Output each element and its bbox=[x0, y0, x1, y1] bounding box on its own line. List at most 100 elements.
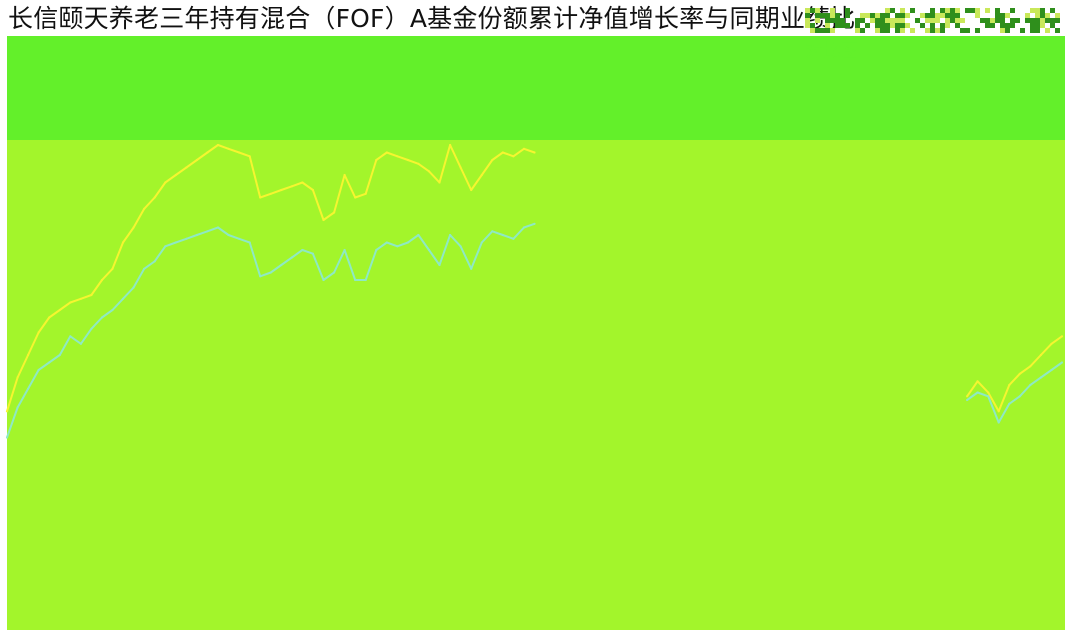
sticker-pixel bbox=[1035, 18, 1040, 23]
sticker-pixel bbox=[835, 18, 840, 23]
series-2-point bbox=[1029, 383, 1032, 387]
sticker-pixel bbox=[885, 28, 890, 33]
series-1-point bbox=[311, 188, 314, 192]
sticker-pixel bbox=[855, 23, 860, 28]
sticker-pixel bbox=[860, 18, 865, 23]
series-2-point bbox=[185, 237, 188, 240]
sticker-pixel bbox=[870, 18, 875, 23]
sticker-pixel bbox=[890, 23, 895, 28]
fund-series-line bbox=[5, 143, 1064, 413]
series-1-point bbox=[1039, 353, 1042, 357]
sticker-pixel bbox=[975, 13, 980, 18]
sticker-pixel bbox=[810, 8, 815, 13]
series-2-point bbox=[238, 237, 241, 240]
sticker-pixel bbox=[975, 28, 980, 33]
sticker-pixel bbox=[940, 13, 945, 18]
series-2-point bbox=[206, 230, 209, 233]
series-1-point bbox=[206, 151, 209, 154]
series-2-point bbox=[375, 248, 378, 252]
sticker-pixel bbox=[890, 18, 895, 23]
sticker-pixel bbox=[885, 18, 890, 23]
series-1-point bbox=[48, 316, 51, 319]
series-1-point bbox=[997, 410, 1000, 413]
series-2-point bbox=[491, 230, 494, 233]
sticker-pixel bbox=[815, 13, 820, 18]
top-color-band bbox=[7, 36, 1065, 140]
series-1-point bbox=[501, 151, 504, 154]
series-2-point bbox=[459, 245, 462, 248]
series-2-point bbox=[396, 245, 399, 248]
series-2-point bbox=[69, 335, 72, 338]
sticker-pixel bbox=[860, 13, 865, 18]
chart-title: 长信颐天养老三年持有混合（FOF）A基金份额累计净值增长率与同期业绩比 bbox=[8, 4, 856, 33]
series-1-point bbox=[449, 143, 452, 147]
sticker-pixel bbox=[965, 28, 970, 33]
series-1-point bbox=[1060, 335, 1064, 338]
sticker-pixel bbox=[895, 13, 900, 18]
series-1-point bbox=[966, 395, 969, 398]
sticker-pixel bbox=[895, 28, 900, 33]
series-2-point bbox=[269, 271, 272, 274]
sticker-pixel bbox=[935, 13, 940, 18]
series-2-point bbox=[354, 278, 357, 282]
series-1-point bbox=[90, 293, 93, 297]
series-2-point bbox=[143, 267, 146, 270]
sticker-pixel bbox=[985, 8, 990, 13]
sticker-pixel bbox=[830, 13, 835, 18]
sticker-pixel bbox=[830, 18, 835, 23]
series-2-point bbox=[90, 327, 93, 330]
series-1-point bbox=[5, 410, 9, 413]
series-1-point bbox=[533, 151, 536, 154]
sticker-pixel bbox=[1030, 18, 1035, 23]
series-2-point bbox=[470, 267, 473, 270]
series-2-point bbox=[966, 398, 969, 402]
sticker-pixel bbox=[945, 8, 950, 13]
sticker-pixel bbox=[970, 8, 975, 13]
sticker-pixel bbox=[985, 18, 990, 23]
sticker-pixel bbox=[1050, 23, 1055, 28]
series-1-point bbox=[1008, 383, 1011, 387]
series-2-point bbox=[79, 342, 82, 345]
series-1-point bbox=[111, 267, 114, 270]
benchmark-series-line bbox=[5, 222, 1064, 439]
sticker-pixel bbox=[840, 18, 845, 23]
series-1-point bbox=[522, 147, 526, 150]
sticker-pixel bbox=[1020, 28, 1025, 33]
sticker-pixel bbox=[805, 18, 810, 23]
series-1-point bbox=[216, 143, 220, 147]
series-1-point bbox=[385, 151, 388, 154]
series-1-point bbox=[480, 173, 483, 177]
sticker-pixel bbox=[910, 8, 915, 13]
series-2-point bbox=[227, 233, 230, 237]
sticker-pixel bbox=[930, 23, 935, 28]
sticker-pixel bbox=[905, 23, 910, 28]
sticker-pixel bbox=[1050, 8, 1055, 13]
series-1-point bbox=[27, 353, 30, 357]
sticker-pixel bbox=[845, 8, 850, 13]
series-2-point bbox=[322, 278, 325, 282]
sticker-pixel bbox=[990, 18, 995, 23]
sticker-pixel bbox=[845, 23, 850, 28]
series-1-point bbox=[227, 147, 230, 150]
series-1-point bbox=[354, 196, 357, 199]
sticker-pixel bbox=[825, 13, 830, 18]
sticker-pixel bbox=[955, 13, 960, 18]
sticker-pixel bbox=[1040, 23, 1045, 28]
series-1-point bbox=[37, 331, 40, 334]
series-2-point bbox=[1018, 395, 1021, 398]
sticker-pixel bbox=[955, 18, 960, 23]
sticker-pixel bbox=[810, 23, 815, 28]
series-1-point bbox=[427, 170, 431, 173]
sticker-pixel bbox=[835, 23, 840, 28]
sticker-pixel bbox=[950, 8, 955, 13]
sticker-pixel bbox=[940, 23, 945, 28]
series-1-point bbox=[185, 166, 188, 169]
sticker-pixel bbox=[925, 18, 930, 23]
sticker-pixel bbox=[1030, 8, 1035, 13]
sticker-pixel bbox=[1045, 18, 1050, 23]
series-1-point bbox=[417, 162, 420, 165]
series-2-point bbox=[132, 286, 135, 289]
series-2-point bbox=[248, 241, 251, 244]
series-1-point bbox=[491, 158, 494, 162]
sticker-pixel bbox=[1015, 18, 1020, 23]
